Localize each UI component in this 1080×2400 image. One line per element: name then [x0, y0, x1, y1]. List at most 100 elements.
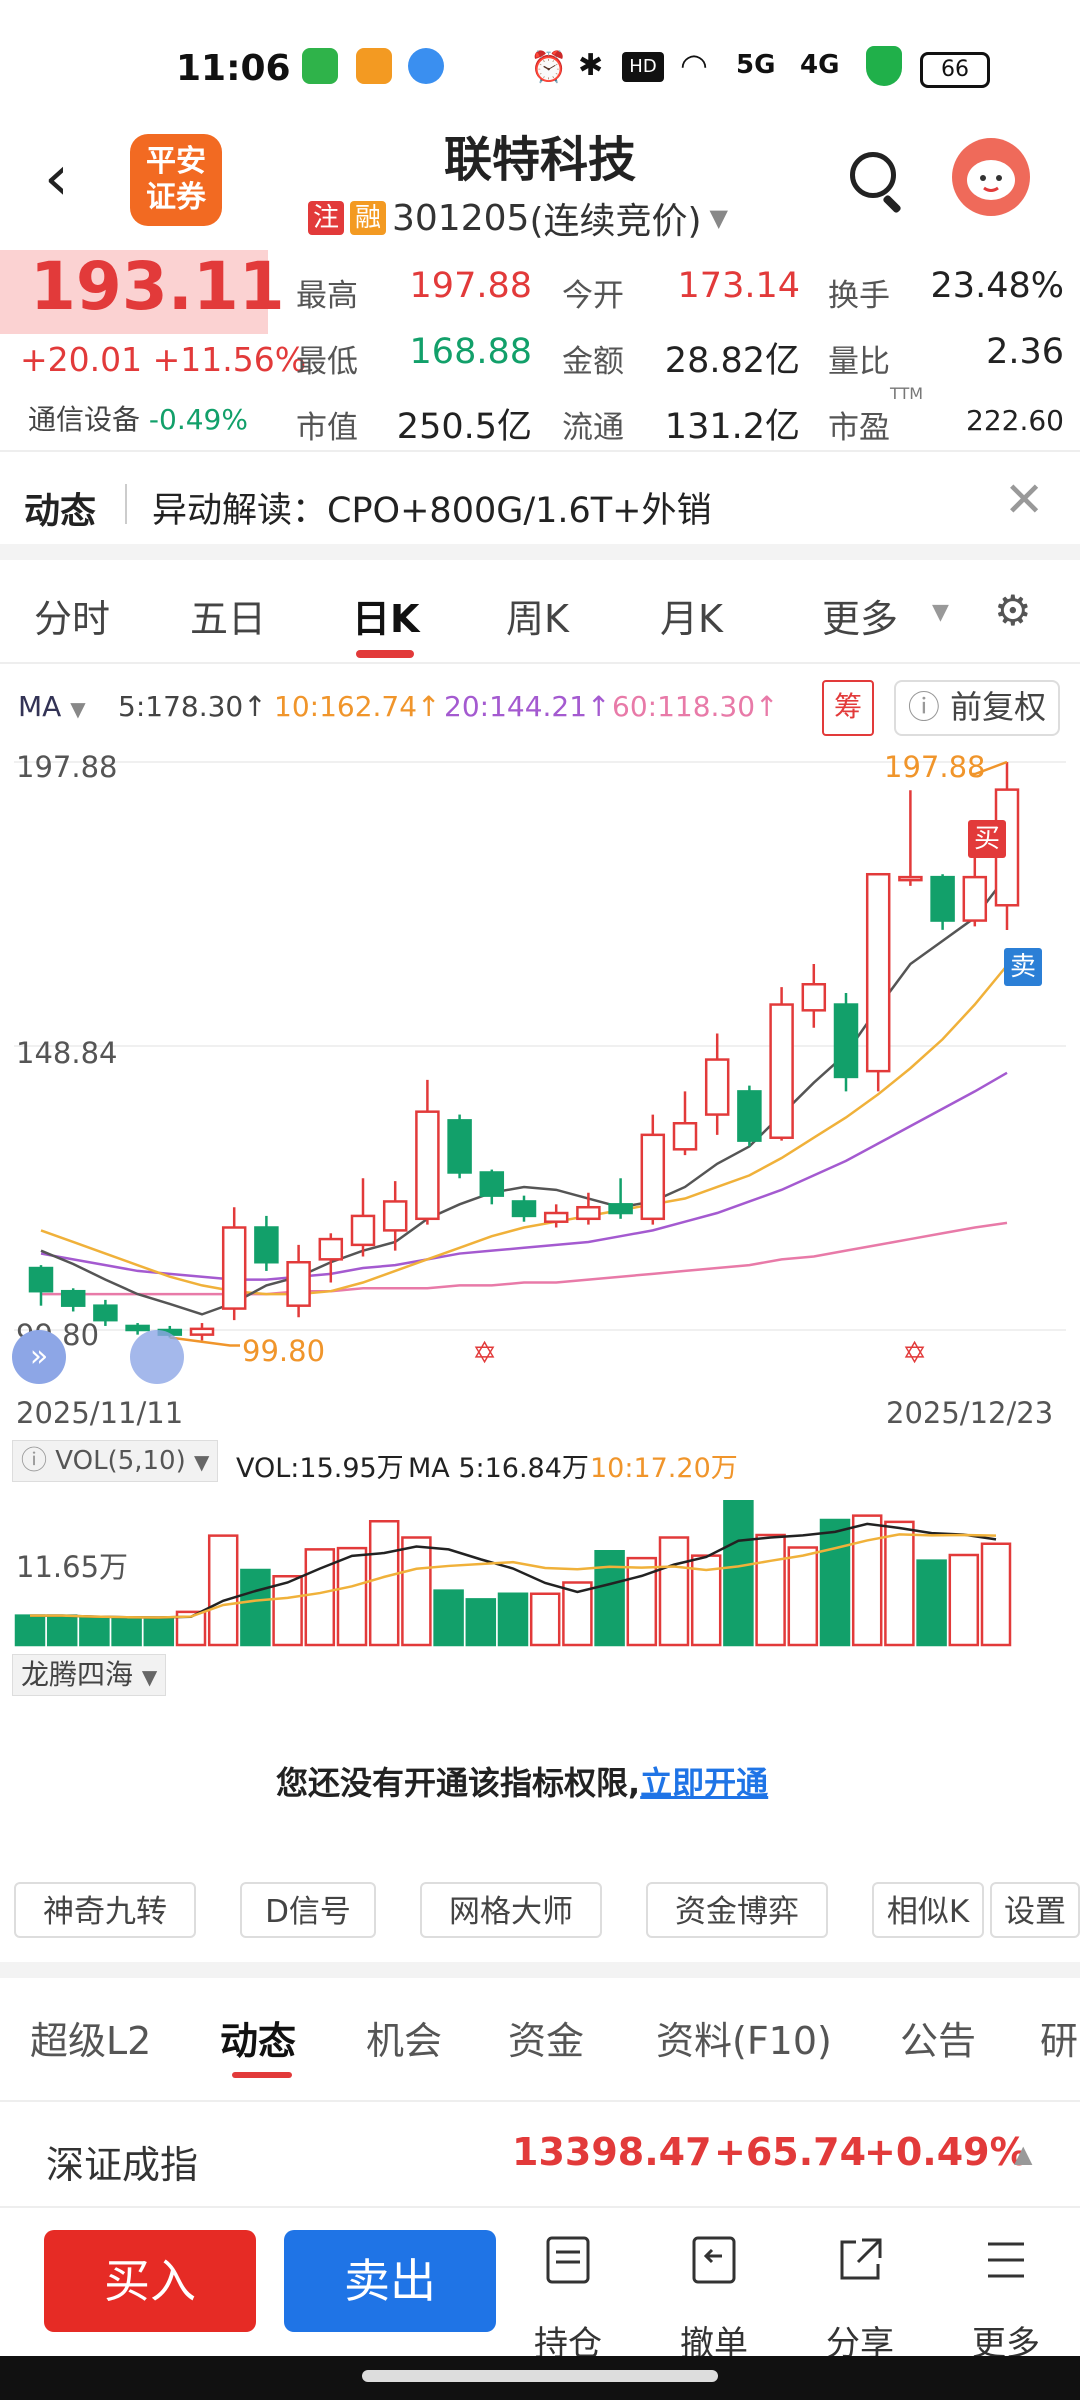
tab-intraday[interactable]: 分时 — [34, 597, 111, 641]
buy-button[interactable]: 买入 — [44, 2230, 256, 2332]
ma5-value: 5:178.30↑ — [118, 690, 267, 723]
expand-panel-icon[interactable]: » — [12, 1330, 66, 1384]
tool-fund-game[interactable]: 资金博弈 — [646, 1882, 828, 1938]
volume-ratio-label: 量比 — [828, 344, 890, 380]
signal-4g-icon: 4G — [800, 50, 840, 80]
stock-subtitle[interactable]: 注 融 301205 (连续竞价) ▼ — [308, 196, 728, 242]
divider — [0, 2206, 1080, 2208]
tab-opportunity[interactable]: 机会 — [366, 2019, 443, 2063]
section-gap — [0, 544, 1080, 560]
dropdown-icon: ▼ — [141, 1665, 158, 1689]
close-icon[interactable]: ✕ — [1004, 472, 1045, 528]
buy-signal-marker: 买 — [968, 820, 1006, 858]
tab-weekly-k[interactable]: 周K — [506, 597, 569, 641]
open-value: 173.14 — [677, 266, 800, 306]
candle-body — [189, 1327, 215, 1336]
candle-body — [479, 1171, 505, 1197]
industry-change[interactable]: 通信设备 -0.49% — [28, 398, 248, 438]
candle-body — [833, 1003, 859, 1079]
tool-magic-nine[interactable]: 神奇九转 — [14, 1882, 196, 1938]
tool-settings[interactable]: 设置 — [990, 1882, 1080, 1938]
candle-body — [737, 1090, 762, 1142]
low-leader-line — [169, 1336, 240, 1347]
tab-more[interactable]: 更多 — [822, 597, 899, 641]
ma-dropdown-icon: ▼ — [70, 697, 86, 721]
candle-body — [318, 1237, 344, 1261]
chip-distribution-button[interactable]: 筹 — [822, 680, 874, 736]
stock-code: 301205 — [392, 197, 530, 239]
tab-news[interactable]: 动态 — [220, 2019, 297, 2063]
volume-bar — [368, 1520, 400, 1647]
indicator-name: 龙腾四海 — [21, 1658, 134, 1691]
volume-bar — [755, 1533, 786, 1647]
home-indicator[interactable] — [362, 2370, 718, 2382]
tab-daily-k[interactable]: 日K — [352, 597, 420, 641]
mascot-icon — [967, 160, 1015, 200]
volume-bar — [819, 1518, 851, 1647]
volume-bar — [497, 1592, 529, 1647]
volume-ma5: MA 5:16.84万 — [408, 1453, 589, 1484]
volume-bar — [433, 1589, 464, 1647]
candle-body — [672, 1122, 698, 1151]
adjust-button[interactable]: ⓘ 前复权 — [894, 680, 1060, 736]
app-notification-icon — [356, 48, 392, 84]
divider — [0, 662, 1080, 664]
candle-body — [350, 1214, 376, 1247]
sell-button[interactable]: 卖出 — [284, 2230, 496, 2332]
turnover-value: 23.48% — [930, 266, 1064, 306]
expand-up-icon[interactable]: ▲ — [1014, 2140, 1033, 2168]
activate-link[interactable]: 立即开通 — [640, 1764, 769, 1802]
trading-mode: (连续竞价) — [529, 201, 702, 242]
tool-d-signal[interactable]: D信号 — [240, 1882, 376, 1938]
tab-five-day[interactable]: 五日 — [190, 597, 267, 641]
ma10-value: 10:162.74↑ — [274, 690, 441, 723]
tab-monthly-k[interactable]: 月K — [660, 597, 723, 641]
adjust-label: 前复权 — [950, 688, 1047, 726]
volume-indicator-selector[interactable]: ⓘ VOL(5,10) ▼ — [12, 1440, 219, 1482]
candle-body — [543, 1211, 569, 1223]
high-marker-label: 197.88 — [884, 750, 986, 784]
industry-name: 通信设备 — [28, 403, 141, 436]
float-cap-value: 131.2亿 — [664, 407, 800, 447]
search-icon[interactable] — [850, 152, 896, 198]
stock-name: 联特科技 — [443, 132, 636, 188]
permission-notice: 您还没有开通该指标权限,立即开通 — [276, 1758, 768, 1804]
logo-line1: 平安 — [146, 144, 206, 179]
tab-research[interactable]: 研 — [1040, 2019, 1079, 2063]
status-time: 11:06 — [176, 48, 291, 89]
tab-announcements[interactable]: 公告 — [900, 2019, 977, 2063]
x-axis-end: 2025/12/23 — [886, 1396, 1054, 1430]
tool-grid-master[interactable]: 网格大师 — [420, 1882, 602, 1938]
tab-funds[interactable]: 资金 — [508, 2019, 585, 2063]
info-icon: ⓘ — [21, 1446, 48, 1476]
drawing-tool-icon[interactable] — [130, 1330, 184, 1384]
volume-bar — [529, 1592, 561, 1647]
price-change: +20.01 +11.56% — [20, 340, 306, 379]
tab-f10[interactable]: 资料(F10) — [656, 2019, 832, 2063]
ma10-line — [40, 964, 1008, 1296]
candle-body — [511, 1200, 537, 1218]
open-label: 今开 — [562, 278, 624, 314]
candle-body — [608, 1203, 633, 1215]
news-headline[interactable]: 异动解读：CPO+800G/1.6T+外销 — [152, 491, 712, 531]
volume-bar — [272, 1575, 303, 1647]
assistant-avatar[interactable] — [952, 138, 1030, 216]
ma-selector[interactable]: MA ▼ — [18, 690, 86, 723]
battery-icon: 66 — [920, 52, 990, 88]
volume-value: VOL:15.95万 — [236, 1453, 404, 1484]
indicator-selector[interactable]: 龙腾四海 ▼ — [12, 1654, 167, 1696]
candle-body — [254, 1226, 279, 1264]
candlestick-chart[interactable] — [0, 740, 1080, 1390]
cancel-order-icon — [692, 2236, 736, 2284]
settings-gear-icon[interactable]: ⚙ — [994, 586, 1032, 635]
signal-5g-icon: 5G — [736, 50, 776, 80]
index-name[interactable]: 深证成指 — [46, 2143, 199, 2187]
pe-ttm-sup: TTM — [890, 384, 924, 403]
margin-tag: 融 — [350, 201, 386, 235]
index-value: 13398.47 — [512, 2130, 712, 2174]
back-icon[interactable]: ‹ — [44, 141, 69, 214]
more-menu-icon — [988, 2242, 1024, 2278]
tool-similar-k[interactable]: 相似K — [872, 1882, 984, 1938]
tab-super-l2[interactable]: 超级L2 — [30, 2019, 152, 2063]
sell-signal-marker: 卖 — [1004, 948, 1042, 986]
